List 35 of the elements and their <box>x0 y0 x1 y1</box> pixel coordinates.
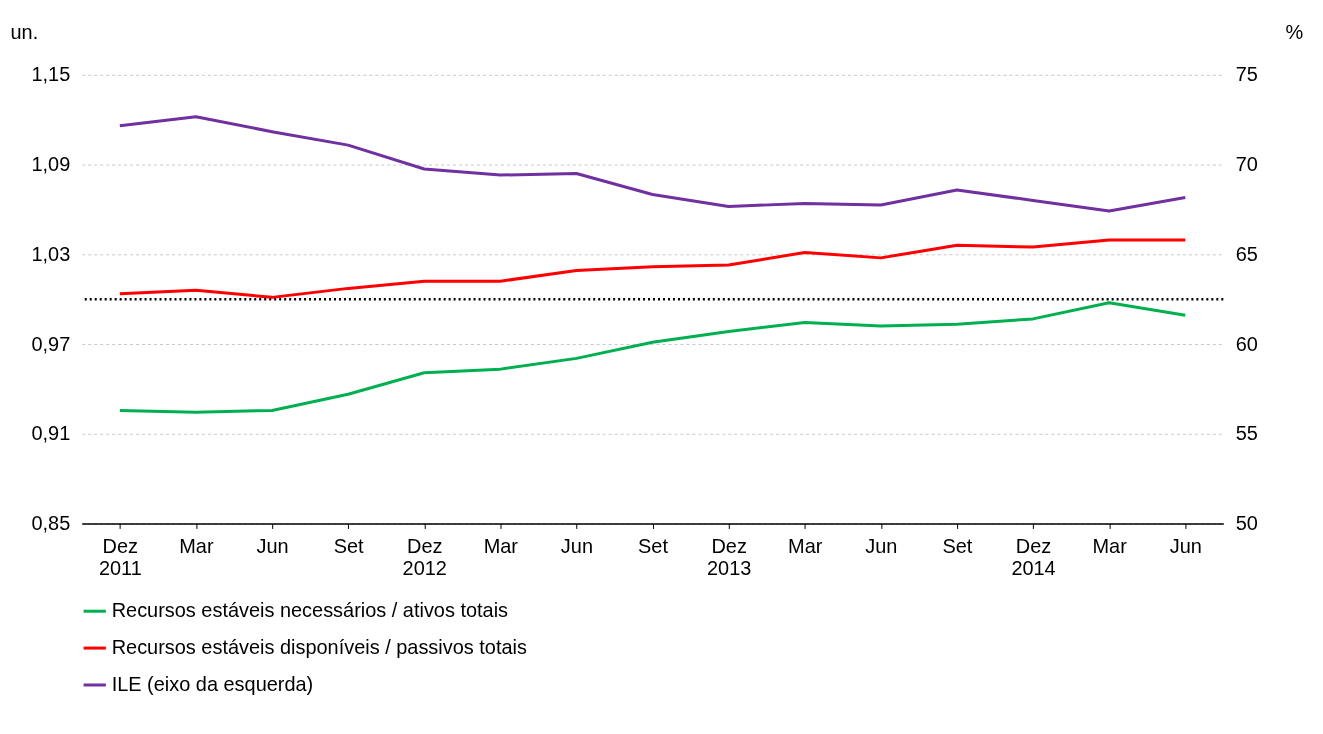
x-tick-label: Jun <box>865 534 898 557</box>
x-tick-label: Jun <box>1169 534 1202 557</box>
y-tick-label: 0,97 <box>31 332 71 355</box>
y2-tick-label: 55 <box>1235 422 1258 445</box>
y2-tick-label: 75 <box>1235 63 1258 86</box>
y2-axis-title: % <box>1285 21 1304 44</box>
x-tick-label: Mar <box>483 534 519 557</box>
y2-tick-label: 60 <box>1235 332 1258 355</box>
line-series <box>118 115 1187 213</box>
x-tick-label: Mar <box>179 534 214 557</box>
x-tick-label: Dez 2012 <box>402 534 447 579</box>
y-axis-title: un. <box>10 21 39 44</box>
x-tick-label: Set <box>638 534 669 557</box>
x-tick-label: Dez 2011 <box>98 534 142 579</box>
y-tick-label: 0,91 <box>31 422 71 445</box>
line-series <box>118 238 1187 299</box>
x-tick-label: Dez 2014 <box>1011 534 1056 579</box>
y-tick-label: 1,15 <box>31 63 71 86</box>
y2-tick-label: 65 <box>1235 242 1258 265</box>
legend-label: ILE (eixo da esquerda) <box>111 672 314 695</box>
x-tick-label: Mar <box>1092 534 1128 557</box>
x-tick-label: Jun <box>256 534 289 557</box>
y2-tick-label: 70 <box>1235 153 1258 176</box>
line-series <box>118 301 1187 414</box>
x-tick-label: Mar <box>788 534 823 557</box>
legend-label: Recursos estáveis necessários / ativos totais <box>111 599 509 622</box>
x-tick-label: Jun <box>560 534 593 557</box>
x-tick-label: Set <box>942 534 973 557</box>
x-tick-label: Set <box>333 534 365 557</box>
y2-tick-label: 50 <box>1235 511 1258 534</box>
y-tick-label: 1,09 <box>31 153 71 176</box>
legend-label: Recursos estáveis disponíveis / passivos totais <box>111 636 527 659</box>
y-tick-label: 1,03 <box>31 242 71 265</box>
x-tick-label: Dez 2013 <box>706 534 752 579</box>
y-tick-label: 0,85 <box>31 511 71 534</box>
